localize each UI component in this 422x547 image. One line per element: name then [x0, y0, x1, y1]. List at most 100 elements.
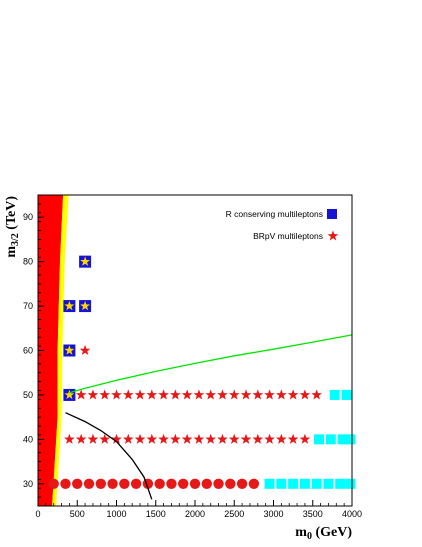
x-tick-label: 1500	[146, 509, 166, 519]
star-point	[276, 389, 287, 400]
circle-point	[60, 478, 71, 489]
star-point	[240, 389, 252, 400]
square-point	[335, 478, 346, 489]
star-point	[99, 389, 111, 400]
x-tick-label: 3000	[263, 509, 283, 519]
yellow-star-mark	[64, 300, 75, 311]
x-tick-label: 1000	[106, 509, 126, 519]
square-point	[329, 389, 340, 400]
green-curve	[69, 334, 353, 394]
y-ticks: 30 40 50 60 70 80 90	[23, 194, 44, 507]
star-point	[64, 433, 75, 444]
star-point	[205, 433, 217, 444]
star-point	[75, 433, 87, 444]
star-point	[111, 389, 122, 400]
x-axis-title: m0 (GeV)	[295, 525, 352, 542]
circle-point	[236, 478, 248, 489]
yellow-star-mark	[80, 256, 91, 266]
square-star-point	[79, 255, 92, 268]
yellow-star-mark	[64, 345, 75, 355]
star-point	[99, 433, 111, 444]
star-point	[287, 389, 299, 400]
yellow-star-mark	[64, 389, 75, 400]
y-axis-title: m3/2 (TeV)	[4, 196, 21, 258]
star-point	[311, 389, 322, 400]
circle-point	[83, 478, 95, 489]
star-point	[217, 433, 228, 444]
square-star-point	[63, 388, 76, 401]
circle-point	[154, 478, 165, 489]
square-star-point	[79, 300, 92, 313]
circle-point	[225, 478, 236, 489]
x-tick-label: 4000	[342, 509, 362, 519]
circle-point	[48, 478, 59, 489]
star-point	[134, 433, 146, 444]
star-point	[170, 433, 181, 444]
y-tick-label: 70	[23, 301, 33, 311]
filled-regions	[38, 195, 69, 506]
star-point	[79, 344, 91, 356]
circle-point	[119, 478, 130, 489]
excluded-region	[38, 195, 64, 506]
legend: R conserving multileptons BRpV multilept…	[226, 209, 339, 241]
star-point	[75, 389, 87, 400]
x-tick-label: 2000	[185, 509, 205, 519]
star-point	[87, 433, 99, 444]
square-point	[341, 389, 352, 400]
circle-point	[189, 478, 201, 489]
square-star-point	[63, 300, 76, 313]
x-tick-label: 3500	[303, 509, 323, 519]
star-point	[252, 433, 264, 444]
circle-point	[166, 478, 177, 489]
star-point	[217, 389, 228, 400]
circle-point	[130, 478, 142, 489]
star-point	[252, 389, 264, 400]
circle-point	[72, 478, 83, 489]
square-point	[323, 478, 334, 489]
y-tick-label: 60	[23, 346, 33, 356]
star-point	[299, 389, 311, 400]
square-point	[314, 434, 325, 445]
y-tick-label: 80	[23, 257, 33, 267]
star-point	[287, 433, 299, 444]
markers-layer	[48, 255, 356, 489]
circle-point	[95, 478, 107, 489]
x-tick-label: 500	[70, 509, 85, 519]
square-point	[276, 478, 287, 489]
circle-point	[178, 478, 189, 489]
star-point	[134, 389, 146, 400]
black-curve	[65, 412, 153, 500]
star-point	[146, 389, 158, 400]
square-point	[288, 478, 299, 489]
circle-point	[248, 478, 260, 489]
circle-point	[213, 478, 224, 489]
square-point	[325, 434, 336, 445]
legend-label-r-conserving: R conserving multileptons	[226, 209, 323, 219]
star-point	[87, 389, 99, 400]
legend-star-marker	[327, 230, 339, 241]
star-point	[122, 389, 134, 400]
star-point	[146, 433, 158, 444]
star-point	[193, 433, 205, 444]
yellow-star-mark	[80, 300, 91, 311]
y-tick-label: 50	[23, 390, 33, 400]
boundary-band	[52, 195, 69, 506]
star-point	[181, 389, 193, 400]
star-point	[299, 433, 311, 444]
legend-label-brpv: BRpV multileptons	[253, 231, 323, 241]
square-point	[311, 478, 322, 489]
legend-square-marker	[327, 209, 337, 219]
y-tick-label: 40	[23, 434, 33, 444]
star-point	[158, 389, 169, 400]
y-tick-label: 90	[23, 212, 33, 222]
star-point	[240, 433, 252, 444]
star-point	[193, 389, 205, 400]
y-tick-label: 30	[23, 479, 33, 489]
square-point	[299, 478, 310, 489]
star-point	[228, 389, 240, 400]
x-tick-label: 0	[35, 509, 40, 519]
star-point	[158, 433, 169, 444]
star-point	[205, 389, 217, 400]
star-point	[228, 433, 240, 444]
